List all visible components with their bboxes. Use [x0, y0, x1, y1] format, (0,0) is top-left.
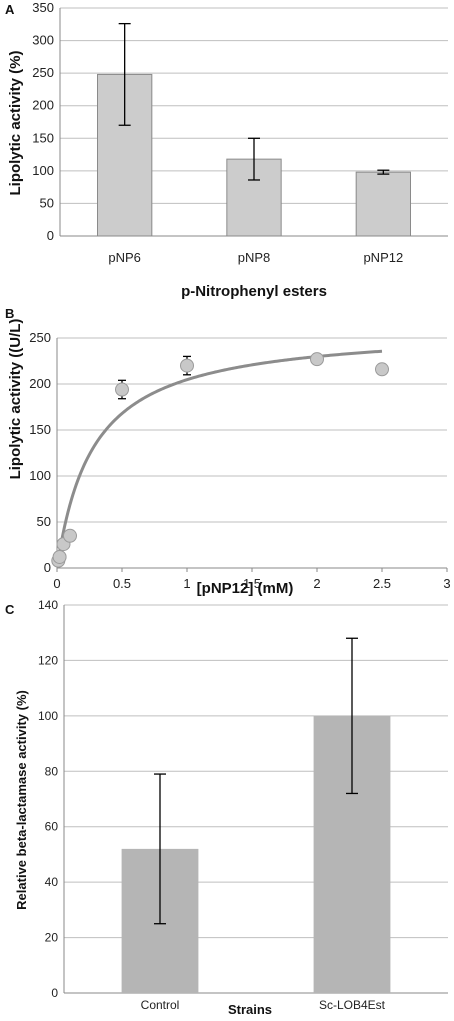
panel-b-x-tick-labels: 0 0.5 1 1.5 2 2.5 3 — [53, 576, 450, 591]
a-bar-pnp12 — [355, 171, 411, 237]
panel-a-error-bars — [118, 22, 390, 181]
c-x-tick-label: Sc-LOB4Est — [319, 998, 386, 1012]
panel-c-error-bars — [154, 637, 358, 925]
panel-b-x-axis-title: [pNP12] (mM) — [197, 580, 294, 597]
panel-a-x-tick-labels: pNP6 pNP8 pNP12 — [108, 250, 403, 265]
b-data-point-1 — [52, 549, 67, 564]
a-error-bar-pnp12 — [377, 169, 390, 175]
a-y-tick-label: 0 — [47, 228, 54, 243]
a-y-tick-label: 200 — [32, 98, 54, 113]
c-y-tick-label: 40 — [45, 875, 59, 889]
c-y-tick-label: 100 — [38, 709, 58, 723]
b-data-point-4 — [115, 382, 129, 397]
panel-b-y-tick-labels: 0 50 100 150 200 250 — [29, 330, 51, 575]
panel-a-x-axis-title: p-Nitrophenyl esters — [181, 283, 327, 300]
c-y-tick-label: 120 — [38, 653, 58, 667]
b-data-point-3 — [63, 528, 77, 543]
panel-c-x-axis-title: Strains — [228, 1002, 272, 1017]
panel-a: A 0 50 100 150 200 250 300 350 pNP6 pNP8 pNP12 Li… — [5, 0, 448, 300]
panel-c-x-tick-labels: Control Sc-LOB4Est — [141, 998, 386, 1012]
panel-b-letter: B — [5, 306, 14, 321]
b-x-tick-label: 0.5 — [113, 576, 131, 591]
a-y-tick-label: 150 — [32, 130, 54, 145]
panel-c: C 0 20 40 60 80 100 120 140 Control Sc-LOB4Est R… — [5, 598, 448, 1017]
panel-c-bars — [121, 715, 391, 993]
c-error-bar-sc-lob4est — [346, 637, 358, 795]
b-y-tick-label: 0 — [44, 560, 51, 575]
a-y-tick-label: 300 — [32, 33, 54, 48]
a-x-tick-label: pNP8 — [238, 250, 271, 265]
panel-a-y-tick-labels: 0 50 100 150 200 250 300 350 — [32, 0, 54, 243]
panel-b-gridlines — [56, 337, 448, 572]
panel-b-y-axis-title: Lipolytic activity ((U/L) — [7, 319, 24, 480]
b-x-tick-label: 3 — [443, 576, 450, 591]
b-y-tick-label: 150 — [29, 422, 51, 437]
b-data-point-7 — [375, 362, 389, 377]
a-y-tick-label: 250 — [32, 65, 54, 80]
panel-b-fit-curve — [56, 349, 383, 560]
a-y-tick-label: 100 — [32, 163, 54, 178]
a-x-tick-label: pNP6 — [108, 250, 141, 265]
b-y-tick-label: 200 — [29, 376, 51, 391]
b-data-point-6 — [310, 352, 324, 367]
a-error-bar-pnp6 — [118, 22, 131, 126]
panel-c-y-tick-labels: 0 20 40 60 80 100 120 140 — [38, 598, 58, 1000]
c-error-bar-control — [154, 773, 166, 925]
a-y-tick-label: 350 — [32, 0, 54, 15]
a-y-tick-label: 50 — [40, 195, 54, 210]
b-data-point-5 — [180, 358, 194, 373]
c-x-tick-label: Control — [141, 998, 180, 1012]
c-y-tick-label: 60 — [45, 820, 59, 834]
panel-b-points — [51, 352, 389, 568]
panel-c-y-axis-title: Relative beta-lactamase activity (%) — [14, 690, 29, 910]
panel-b: B 0 50 100 150 200 250 0 0.5 1 1.5 2 2.5 3 Lipolyti… — [5, 306, 451, 597]
panel-a-y-axis-title: Lipolytic activity (%) — [7, 50, 24, 195]
c-y-tick-label: 0 — [51, 986, 58, 1000]
b-x-tick-label: 1.5 — [243, 576, 261, 591]
b-x-tick-label: 0 — [53, 576, 60, 591]
b-x-tick-label: 1 — [183, 576, 190, 591]
b-y-tick-label: 250 — [29, 330, 51, 345]
panel-c-letter: C — [5, 602, 15, 617]
c-y-tick-label: 80 — [45, 764, 59, 778]
c-y-tick-label: 140 — [38, 598, 58, 612]
b-x-tick-label: 2 — [313, 576, 320, 591]
panel-a-letter: A — [5, 2, 15, 17]
a-x-tick-label: pNP12 — [363, 250, 403, 265]
b-y-tick-label: 100 — [29, 468, 51, 483]
b-y-tick-label: 50 — [37, 514, 51, 529]
c-y-tick-label: 20 — [45, 931, 59, 945]
b-x-tick-label: 2.5 — [373, 576, 391, 591]
a-error-bar-pnp8 — [248, 137, 260, 181]
